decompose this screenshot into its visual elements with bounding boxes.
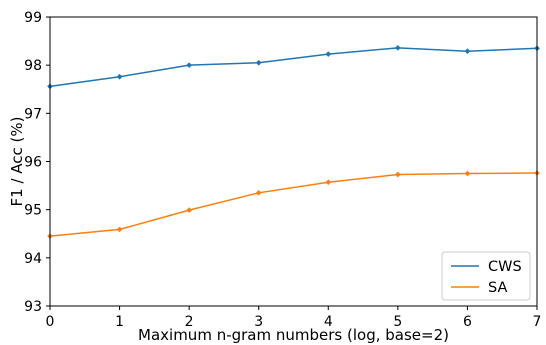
data-point-sa (464, 170, 471, 177)
data-point-cws (464, 48, 471, 55)
legend-label-cws: CWS (488, 259, 522, 275)
x-tick-label: 3 (254, 314, 263, 330)
x-axis-ticks: 0 1 2 3 4 5 6 7 (46, 306, 542, 330)
series-line-sa (49, 172, 538, 237)
series-layer (47, 44, 540, 240)
data-point-sa (255, 189, 262, 196)
data-point-cws (116, 73, 123, 80)
data-point-cws (394, 44, 401, 51)
y-tick-label: 96 (24, 155, 42, 171)
data-point-cws (186, 62, 193, 69)
x-tick-label: 2 (185, 314, 194, 330)
x-tick-label: 7 (533, 314, 542, 330)
y-tick-label: 99 (24, 10, 42, 26)
data-point-sa (186, 207, 193, 214)
y-tick-label: 97 (24, 106, 42, 122)
data-point-sa (325, 179, 332, 186)
data-point-cws (325, 51, 332, 58)
x-tick-label: 0 (46, 314, 55, 330)
y-axis-ticks: 93 94 95 96 97 98 99 (24, 10, 50, 315)
x-tick-label: 6 (463, 314, 472, 330)
series-line-cws (49, 47, 538, 88)
x-tick-label: 1 (115, 314, 124, 330)
data-point-sa (394, 171, 401, 178)
y-tick-label: 98 (24, 58, 42, 74)
x-tick-label: 4 (324, 314, 333, 330)
legend-box (441, 251, 531, 301)
legend-label-sa: SA (488, 280, 507, 296)
y-tick-label: 93 (24, 299, 42, 315)
x-tick-label: 5 (393, 314, 402, 330)
data-point-sa (116, 226, 123, 233)
data-point-cws (255, 59, 262, 66)
x-axis-label: Maximum n-gram numbers (log, base=2) (138, 326, 449, 344)
y-tick-label: 94 (24, 251, 42, 267)
legend: CWS SA (441, 251, 531, 301)
y-axis-label: F1 / Acc (%) (8, 117, 26, 207)
y-tick-label: 95 (24, 203, 42, 219)
